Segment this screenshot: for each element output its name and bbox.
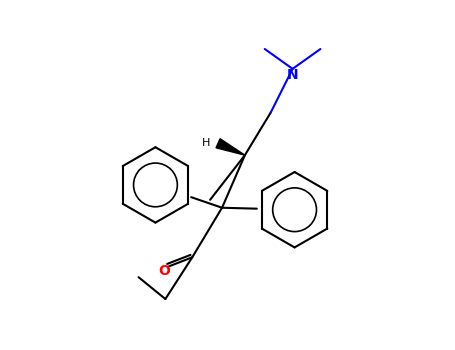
Text: N: N bbox=[287, 68, 298, 82]
Text: H: H bbox=[202, 138, 210, 148]
Text: O: O bbox=[158, 264, 170, 278]
Polygon shape bbox=[216, 139, 245, 155]
